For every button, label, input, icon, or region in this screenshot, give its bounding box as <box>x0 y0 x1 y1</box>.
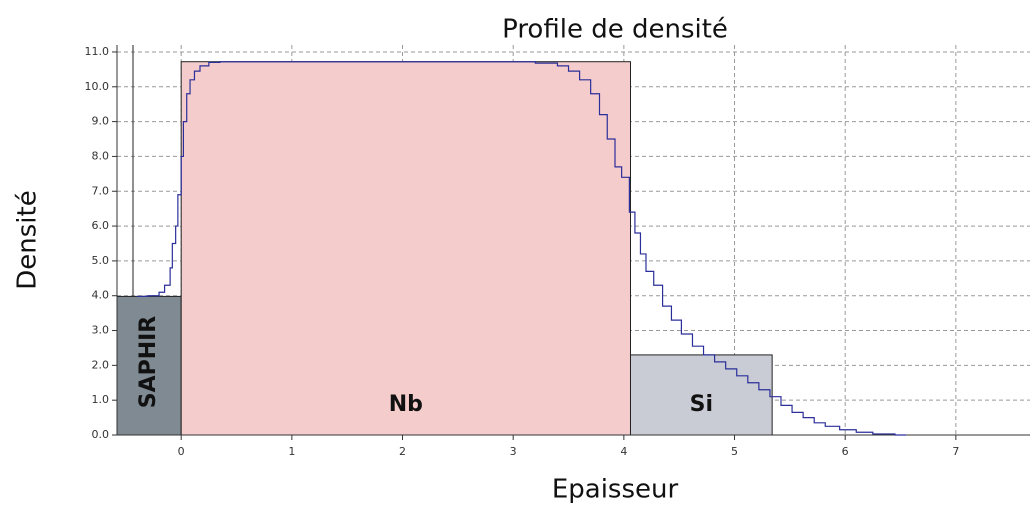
x-tick-label: 6 <box>842 445 849 458</box>
layer-label: SAPHIR <box>136 316 161 409</box>
y-tick-label: 7.0 <box>92 184 110 197</box>
layer <box>180 61 631 436</box>
y-tick-label: 3.0 <box>92 324 110 337</box>
y-tick-label: 11.0 <box>85 45 110 58</box>
y-tick-label: 5.0 <box>92 254 110 267</box>
y-tick-label: 6.0 <box>92 219 110 232</box>
y-tick-label: 9.0 <box>92 115 110 128</box>
x-tick-label: 3 <box>510 445 517 458</box>
y-tick-label: 1.0 <box>92 393 110 406</box>
chart-title: Profile de densité <box>502 15 728 45</box>
layer <box>629 354 773 436</box>
layer-label: Si <box>690 392 713 417</box>
x-tick-label: 5 <box>731 445 738 458</box>
y-tick-label: 10.0 <box>85 80 110 93</box>
x-axis-label: Epaisseur <box>552 475 679 505</box>
layer <box>116 295 182 436</box>
x-tick-label: 4 <box>620 445 627 458</box>
x-tick-label: 2 <box>399 445 406 458</box>
x-tick-label: 1 <box>288 445 295 458</box>
layer-label: Nb <box>389 392 423 417</box>
y-tick-label: 2.0 <box>92 358 110 371</box>
x-tick-label: 7 <box>952 445 959 458</box>
density-line <box>136 61 907 436</box>
y-axis-label: Densité <box>13 190 43 289</box>
y-tick-label: 8.0 <box>92 149 110 162</box>
x-tick-label: 0 <box>178 445 185 458</box>
y-tick-label: 0.0 <box>92 428 110 441</box>
y-tick-label: 4.0 <box>92 289 110 302</box>
